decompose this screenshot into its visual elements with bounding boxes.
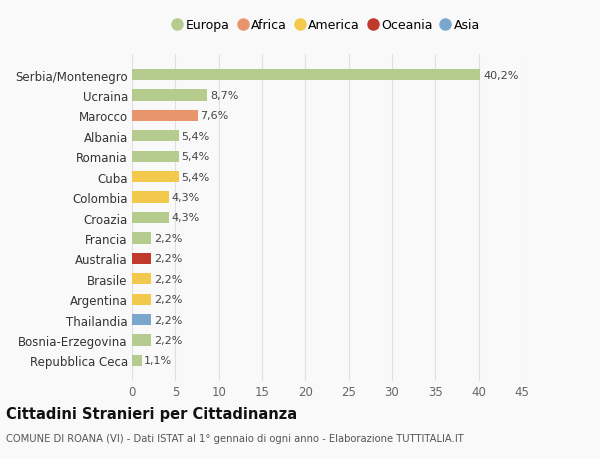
Text: COMUNE DI ROANA (VI) - Dati ISTAT al 1° gennaio di ogni anno - Elaborazione TUTT: COMUNE DI ROANA (VI) - Dati ISTAT al 1° …	[6, 433, 464, 442]
Text: 2,2%: 2,2%	[154, 335, 182, 345]
Bar	[132, 213, 169, 224]
Bar	[132, 314, 151, 325]
Text: 2,2%: 2,2%	[154, 315, 182, 325]
Bar	[132, 294, 151, 305]
Text: 7,6%: 7,6%	[200, 111, 229, 121]
Text: 1,1%: 1,1%	[144, 356, 172, 365]
Text: 2,2%: 2,2%	[154, 254, 182, 264]
Text: 5,4%: 5,4%	[181, 152, 209, 162]
Text: 5,4%: 5,4%	[181, 132, 209, 141]
Text: Cittadini Stranieri per Cittadinanza: Cittadini Stranieri per Cittadinanza	[6, 406, 297, 421]
Bar	[132, 131, 179, 142]
Text: 40,2%: 40,2%	[483, 71, 518, 80]
Bar	[132, 335, 151, 346]
Bar	[132, 253, 151, 264]
Bar	[132, 192, 169, 203]
Bar	[132, 111, 198, 122]
Bar	[132, 274, 151, 285]
Text: 4,3%: 4,3%	[172, 193, 200, 203]
Bar	[132, 233, 151, 244]
Bar	[132, 172, 179, 183]
Text: 2,2%: 2,2%	[154, 274, 182, 284]
Bar	[132, 151, 179, 162]
Text: 2,2%: 2,2%	[154, 233, 182, 243]
Text: 8,7%: 8,7%	[210, 91, 238, 101]
Bar	[132, 70, 481, 81]
Bar	[132, 90, 208, 101]
Text: 4,3%: 4,3%	[172, 213, 200, 223]
Text: 5,4%: 5,4%	[181, 172, 209, 182]
Legend: Europa, Africa, America, Oceania, Asia: Europa, Africa, America, Oceania, Asia	[170, 16, 484, 36]
Text: 2,2%: 2,2%	[154, 295, 182, 304]
Bar	[132, 355, 142, 366]
